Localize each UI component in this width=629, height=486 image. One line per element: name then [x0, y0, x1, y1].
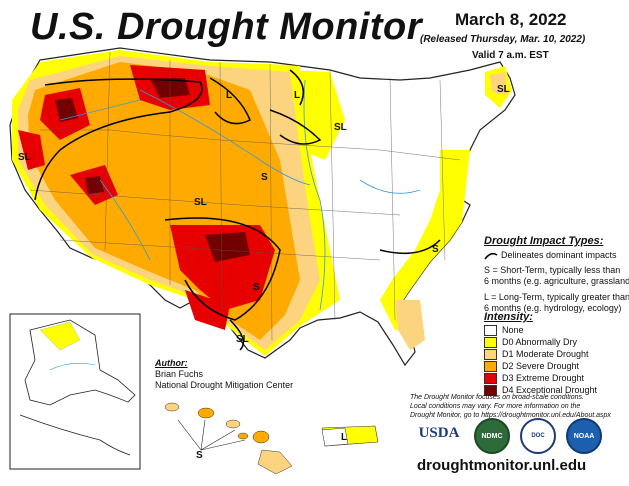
impact-delineates-row: Delineates dominant impacts	[484, 250, 629, 261]
author-name: Brian Fuchs	[155, 369, 204, 379]
d4-plains	[205, 232, 250, 262]
hawaii-inset	[164, 402, 293, 475]
intensity-d2: D2 Severe Drought	[484, 360, 597, 372]
d3-plains	[170, 225, 275, 310]
d3-california	[18, 130, 45, 170]
d1-northeast	[490, 72, 507, 95]
impact-l-line1: L = Long-Term, typically greater than	[484, 292, 629, 302]
d0-midwest	[285, 70, 345, 160]
intensity-d0-label: D0 Abnormally Dry	[502, 337, 578, 347]
release-date: (Released Thursday, Mar. 10, 2022)	[420, 34, 586, 45]
label-sl-minnesota: SL	[334, 122, 347, 133]
d3-texas	[185, 290, 230, 330]
label-sl-maine: SL	[497, 84, 510, 95]
doc-logo-text: DOC	[531, 433, 545, 439]
note-line1: The Drought Monitor focuses on broad-sca…	[410, 394, 584, 401]
intensity-d2-label: D2 Severe Drought	[502, 361, 580, 371]
alaska-d0	[39, 321, 81, 351]
author-heading: Author:	[155, 358, 188, 368]
swatch-d4	[484, 384, 497, 396]
author-org: National Drought Mitigation Center	[155, 380, 294, 390]
d0-east	[380, 150, 470, 330]
d1-southeast	[395, 300, 425, 350]
intensity-none: None	[484, 324, 597, 336]
impact-l-line2: 6 months (e.g. hydrology, ecology)	[484, 303, 622, 313]
label-sl-colorado: SL	[194, 197, 207, 208]
intensity-d0: D0 Abnormally Dry	[484, 336, 597, 348]
website-url[interactable]: droughtmonitor.unl.edu	[417, 457, 587, 474]
state-borders	[29, 51, 461, 341]
impact-line-icon	[484, 252, 498, 259]
ndmc-logo-text: NDMC	[481, 432, 503, 440]
intensity-d1: D1 Moderate Drought	[484, 348, 597, 360]
impact-short-term: S = Short-Term, typically less than 6 mo…	[484, 265, 629, 287]
note-line2: Local conditions may vary. For more info…	[410, 403, 581, 410]
label-s-kansas: S	[261, 172, 268, 183]
usda-logo[interactable]: USDA	[418, 420, 460, 446]
impact-lines	[34, 69, 441, 351]
ndmc-logo[interactable]: NDMC	[474, 418, 510, 454]
doc-logo[interactable]: DOC	[520, 418, 556, 454]
author-block: Author: Brian Fuchs National Drought Mit…	[155, 358, 293, 391]
label-s-texas: S	[253, 282, 260, 293]
note-line3: Drought Monitor, go to https://droughtmo…	[410, 412, 611, 419]
page-title: U.S. Drought Monitor	[30, 6, 423, 48]
intensity-legend: Intensity: None D0 Abnormally Dry D1 Mod…	[484, 311, 597, 396]
map-date: March 8, 2022	[455, 10, 567, 29]
intensity-heading: Intensity:	[484, 311, 533, 323]
puerto-rico-west	[321, 427, 349, 447]
noaa-logo[interactable]: NOAA	[566, 418, 602, 454]
intensity-d3-label: D3 Extreme Drought	[502, 373, 585, 383]
usda-logo-text: USDA	[418, 424, 460, 441]
impact-s-line1: S = Short-Term, typically less than	[484, 265, 621, 275]
label-sl-texas: SL	[236, 334, 249, 345]
rivers	[59, 79, 421, 311]
impact-long-term: L = Long-Term, typically greater than 6 …	[484, 292, 629, 314]
alaska-aleutians	[19, 414, 131, 456]
d4-nevada	[85, 176, 104, 194]
impact-delineates-text: Delineates dominant impacts	[501, 250, 617, 260]
valid-time: Valid 7 a.m. EST	[472, 50, 549, 61]
swatch-d0	[484, 336, 497, 348]
intensity-d4: D4 Exceptional Drought	[484, 384, 597, 396]
label-s-hawaii: S	[196, 450, 203, 461]
impact-s-line2: 6 months (e.g. agriculture, grasslands)	[484, 276, 629, 286]
swatch-d1	[484, 348, 497, 360]
impact-legend-heading: Drought Impact Types:	[484, 235, 604, 247]
swatch-d3	[484, 372, 497, 384]
swatch-none	[484, 324, 497, 336]
label-l-dakota: L	[226, 90, 232, 101]
label-l-puerto-rico: L	[341, 432, 347, 443]
swatch-d2	[484, 360, 497, 372]
disclaimer-note: The Drought Monitor focuses on broad-sca…	[410, 393, 611, 420]
intensity-d4-label: D4 Exceptional Drought	[502, 385, 598, 395]
label-s-carolina: S	[432, 244, 439, 255]
noaa-logo-text: NOAA	[573, 432, 595, 440]
alaska-river	[49, 363, 96, 371]
intensity-d3: D3 Extreme Drought	[484, 372, 597, 384]
intensity-d1-label: D1 Moderate Drought	[502, 349, 589, 359]
impact-legend: Drought Impact Types: Delineates dominan…	[484, 235, 629, 314]
d4-oregon	[55, 98, 78, 122]
label-sl-california: SL	[18, 152, 31, 163]
label-l-wisconsin: L	[294, 90, 300, 101]
intensity-none-label: None	[502, 325, 524, 335]
